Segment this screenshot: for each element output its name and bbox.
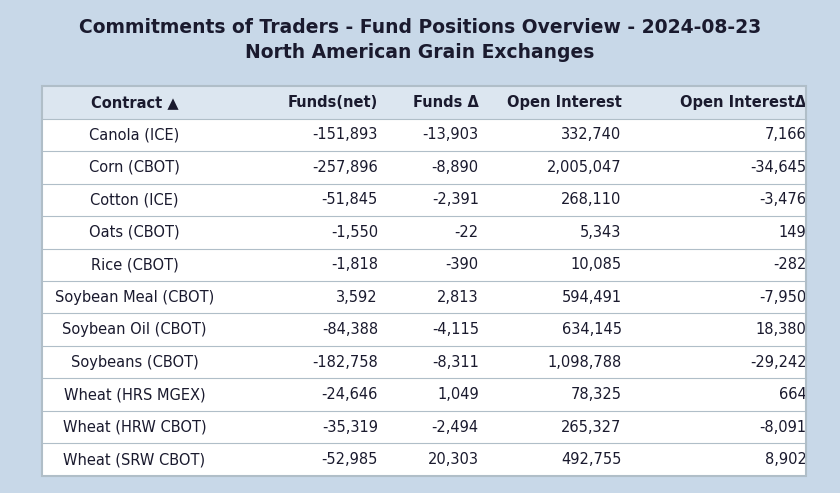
Text: -8,091: -8,091: [759, 420, 806, 434]
Text: -29,242: -29,242: [750, 354, 806, 370]
Text: 332,740: 332,740: [561, 128, 622, 142]
Text: -35,319: -35,319: [322, 420, 378, 434]
Text: Funds(net): Funds(net): [288, 95, 378, 110]
Text: -257,896: -257,896: [312, 160, 378, 175]
Text: 2,813: 2,813: [437, 290, 479, 305]
Text: Open Interest: Open Interest: [507, 95, 622, 110]
Text: 20,303: 20,303: [428, 452, 479, 467]
Text: -13,903: -13,903: [423, 128, 479, 142]
Text: -1,818: -1,818: [331, 257, 378, 272]
Text: Corn (CBOT): Corn (CBOT): [89, 160, 180, 175]
Text: -182,758: -182,758: [312, 354, 378, 370]
Text: 149: 149: [779, 225, 806, 240]
Text: 265,327: 265,327: [561, 420, 622, 434]
Text: Wheat (HRW CBOT): Wheat (HRW CBOT): [63, 420, 206, 434]
Text: 268,110: 268,110: [561, 192, 622, 208]
Text: 8,902: 8,902: [764, 452, 806, 467]
Text: 78,325: 78,325: [570, 387, 622, 402]
Text: Funds Δ: Funds Δ: [413, 95, 479, 110]
Text: Soybean Meal (CBOT): Soybean Meal (CBOT): [55, 290, 214, 305]
Text: -151,893: -151,893: [312, 128, 378, 142]
Text: -4,115: -4,115: [432, 322, 479, 337]
Text: 634,145: 634,145: [562, 322, 622, 337]
Text: Soybean Oil (CBOT): Soybean Oil (CBOT): [62, 322, 207, 337]
Text: 2,005,047: 2,005,047: [547, 160, 622, 175]
Text: -1,550: -1,550: [331, 225, 378, 240]
Text: Cotton (ICE): Cotton (ICE): [90, 192, 179, 208]
Text: -52,985: -52,985: [322, 452, 378, 467]
Text: -34,645: -34,645: [750, 160, 806, 175]
Text: 664: 664: [779, 387, 806, 402]
Text: 7,166: 7,166: [764, 128, 806, 142]
Text: Wheat (SRW CBOT): Wheat (SRW CBOT): [63, 452, 206, 467]
Text: Soybeans (CBOT): Soybeans (CBOT): [71, 354, 198, 370]
Text: 18,380: 18,380: [755, 322, 806, 337]
Text: -24,646: -24,646: [322, 387, 378, 402]
Text: 492,755: 492,755: [561, 452, 622, 467]
Text: 10,085: 10,085: [570, 257, 622, 272]
Text: 1,098,788: 1,098,788: [548, 354, 622, 370]
Text: 1,049: 1,049: [437, 387, 479, 402]
Text: -51,845: -51,845: [322, 192, 378, 208]
Text: -282: -282: [773, 257, 806, 272]
Text: Canola (ICE): Canola (ICE): [89, 128, 180, 142]
Text: North American Grain Exchanges: North American Grain Exchanges: [245, 43, 595, 62]
Text: -8,311: -8,311: [432, 354, 479, 370]
Text: -3,476: -3,476: [759, 192, 806, 208]
Text: Contract ▲: Contract ▲: [91, 95, 178, 110]
Text: -84,388: -84,388: [322, 322, 378, 337]
Text: -390: -390: [446, 257, 479, 272]
Text: Wheat (HRS MGEX): Wheat (HRS MGEX): [64, 387, 205, 402]
Text: -7,950: -7,950: [759, 290, 806, 305]
Text: 3,592: 3,592: [336, 290, 378, 305]
Text: Commitments of Traders - Fund Positions Overview - 2024-08-23: Commitments of Traders - Fund Positions …: [79, 18, 761, 36]
Text: -2,391: -2,391: [432, 192, 479, 208]
Text: -8,890: -8,890: [432, 160, 479, 175]
Text: -2,494: -2,494: [432, 420, 479, 434]
Text: 594,491: 594,491: [561, 290, 622, 305]
Text: Rice (CBOT): Rice (CBOT): [91, 257, 178, 272]
Text: -22: -22: [454, 225, 479, 240]
Text: Open InterestΔ: Open InterestΔ: [680, 95, 806, 110]
Text: 5,343: 5,343: [580, 225, 622, 240]
Text: Oats (CBOT): Oats (CBOT): [89, 225, 180, 240]
